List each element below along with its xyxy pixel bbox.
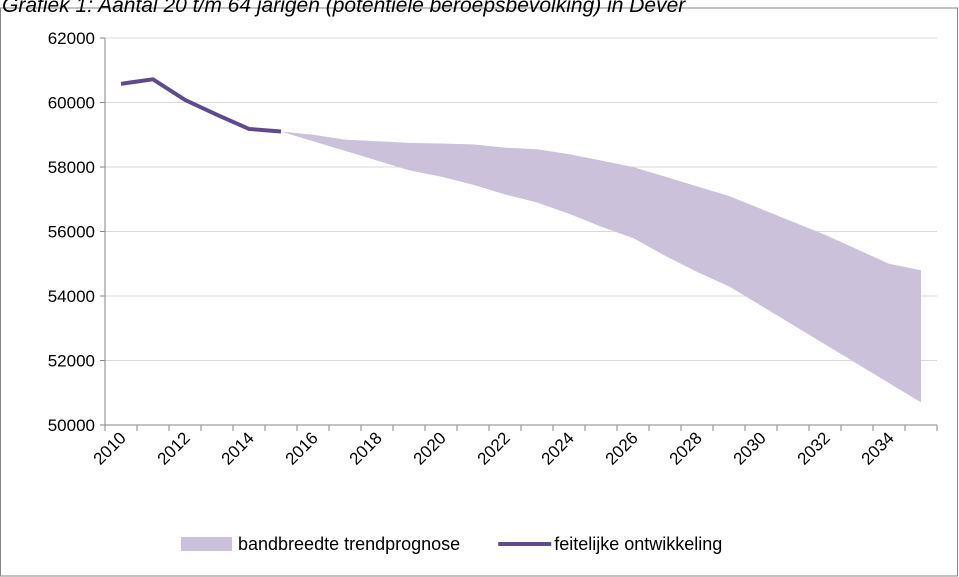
y-tick-label: 60000 [48, 94, 95, 113]
x-tick-label: 2020 [410, 428, 450, 468]
actual-line [120, 77, 282, 134]
forecast-band [281, 131, 921, 403]
legend-label: feitelijke ontwikkeling [554, 534, 722, 554]
x-tick-label: 2026 [602, 428, 642, 468]
legend-label: bandbreedte trendprognose [238, 534, 460, 554]
y-tick-label: 52000 [48, 352, 95, 371]
y-tick-label: 54000 [48, 287, 95, 306]
x-tick-label: 2030 [730, 428, 770, 468]
x-tick-label: 2034 [858, 428, 898, 468]
chart-title: Grafiek 1: Aantal 20 t/m 64 jarigen (pot… [2, 0, 686, 17]
x-tick-label: 2012 [154, 428, 194, 468]
y-tick-label: 62000 [48, 29, 95, 48]
legend-swatch [181, 537, 232, 551]
x-tick-label: 2032 [794, 428, 834, 468]
y-tick-label: 50000 [48, 416, 95, 435]
y-tick-label: 58000 [48, 158, 95, 177]
chart-frame [0, 7, 958, 577]
y-tick-label: 56000 [48, 223, 95, 242]
x-tick-label: 2016 [282, 428, 322, 468]
x-tick-label: 2024 [538, 428, 578, 468]
x-tick-label: 2014 [218, 428, 258, 468]
x-tick-label: 2010 [90, 428, 130, 468]
x-tick-label: 2018 [346, 428, 386, 468]
x-tick-label: 2028 [666, 428, 706, 468]
x-tick-label: 2022 [474, 428, 514, 468]
